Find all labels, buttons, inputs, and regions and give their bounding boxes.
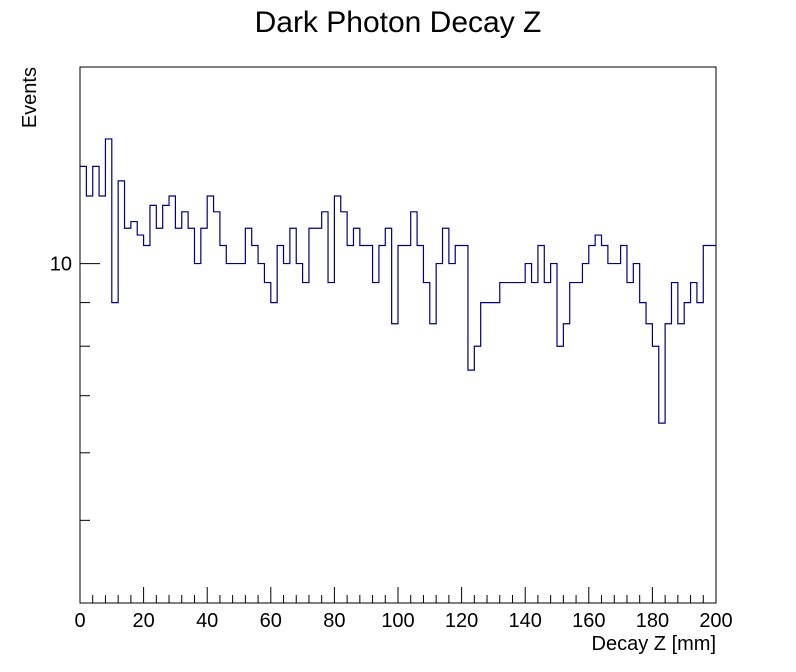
x-tick-label: 100 [381,610,414,632]
y-axis-ticks: 10 [50,254,100,521]
x-tick-label: 60 [260,610,282,632]
plot-frame [79,66,717,604]
x-tick-label: 120 [445,610,478,632]
x-tick-label: 0 [74,610,85,632]
x-axis-ticks: 0 20 40 60 80 100 120 140 160 180 200 [74,587,733,632]
chart-title: Dark Photon Decay Z [255,6,542,39]
y-tick-label: 10 [50,254,72,276]
histogram-series-line [80,138,716,424]
x-tick-label: 80 [323,610,345,632]
x-tick-label: 160 [572,610,605,632]
y-axis-label: Events [19,67,41,128]
x-tick-label: 180 [636,610,669,632]
x-tick-label: 20 [132,610,154,632]
x-axis-label: Decay Z [mm] [592,633,716,655]
x-tick-label: 140 [509,610,542,632]
x-tick-label: 200 [699,610,732,632]
x-tick-label: 40 [196,610,218,632]
